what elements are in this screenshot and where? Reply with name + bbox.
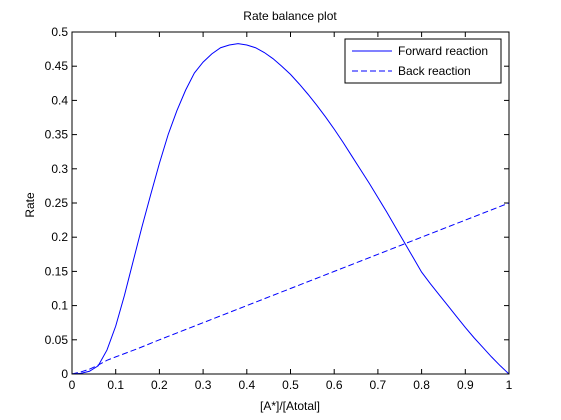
y-tick-label: 0.3 — [51, 162, 68, 176]
x-tick-label: 0.9 — [457, 378, 474, 392]
x-tick-label: 0.5 — [282, 378, 299, 392]
y-tick-label: 0.35 — [45, 128, 69, 142]
x-tick-label: 0.6 — [326, 378, 343, 392]
x-tick-label: 1 — [506, 378, 513, 392]
tick-layer: 0 0.1 0.2 0.3 0.4 0.5 0.6 0.7 0.8 0.9 1 0 0.05 0.1 0.1… — [45, 25, 513, 392]
y-tick-label: 0.15 — [45, 264, 69, 278]
x-tick-label: 0.3 — [195, 378, 212, 392]
legend-label-forward: Forward reaction — [398, 44, 488, 58]
x-tick-label: 0.8 — [413, 378, 430, 392]
y-tick-label: 0.5 — [51, 25, 68, 39]
back-reaction-line — [71, 202, 510, 375]
y-tick-label: 0 — [61, 367, 68, 381]
legend-box — [344, 38, 502, 84]
x-tick-label: 0.1 — [107, 378, 124, 392]
y-tick-label: 0.2 — [51, 230, 68, 244]
legend-label-back: Back reaction — [398, 64, 471, 78]
series-layer — [71, 43, 510, 375]
plot-frame — [71, 31, 510, 375]
x-axis-label: [A*]/[Atotal] — [260, 399, 320, 413]
y-tick-label: 0.25 — [45, 196, 69, 210]
x-tick-label: 0.4 — [238, 378, 255, 392]
y-tick-label: 0.1 — [51, 299, 68, 313]
y-axis-label: Rate — [23, 192, 37, 218]
y-tick-label: 0.4 — [51, 93, 68, 107]
y-tick-label: 0.05 — [45, 333, 69, 347]
forward-reaction-line — [71, 43, 510, 375]
chart-title: Rate balance plot — [243, 9, 337, 23]
x-tick-label: 0.2 — [151, 378, 168, 392]
y-tick-label: 0.45 — [45, 59, 69, 73]
x-tick-label: 0 — [69, 378, 76, 392]
x-tick-label: 0.7 — [370, 378, 387, 392]
legend: Forward reaction Back reaction — [344, 38, 502, 84]
